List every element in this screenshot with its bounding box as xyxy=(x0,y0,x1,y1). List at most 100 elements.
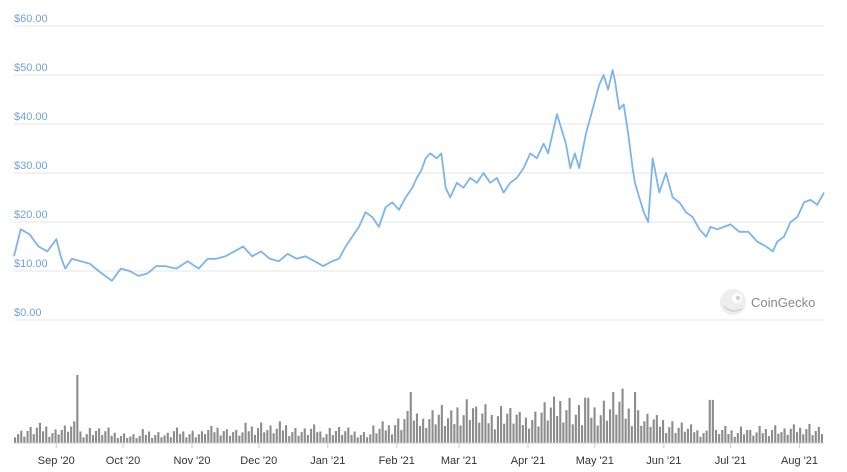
volume-bar[interactable] xyxy=(42,431,45,443)
volume-bar[interactable] xyxy=(715,429,718,443)
volume-bar[interactable] xyxy=(91,435,94,443)
volume-bar[interactable] xyxy=(652,419,655,443)
volume-bar[interactable] xyxy=(462,415,465,443)
volume-bar[interactable] xyxy=(76,375,79,443)
volume-bar[interactable] xyxy=(104,431,107,443)
volume-bar[interactable] xyxy=(375,433,378,443)
volume-bar[interactable] xyxy=(739,426,742,443)
volume-bar[interactable] xyxy=(144,434,147,443)
volume-bar[interactable] xyxy=(412,420,415,443)
volume-bar[interactable] xyxy=(356,437,359,443)
volume-bar[interactable] xyxy=(322,437,325,443)
volume-bar[interactable] xyxy=(263,432,266,443)
volume-bar[interactable] xyxy=(752,435,755,443)
volume-bar[interactable] xyxy=(362,432,365,443)
volume-bar[interactable] xyxy=(771,430,774,443)
volume-bar[interactable] xyxy=(247,431,250,443)
volume-bar[interactable] xyxy=(82,437,85,443)
volume-bar[interactable] xyxy=(690,424,693,443)
volume-bar[interactable] xyxy=(634,392,637,443)
volume-bar[interactable] xyxy=(727,434,730,443)
volume-bar[interactable] xyxy=(425,428,428,443)
volume-bar[interactable] xyxy=(609,409,612,443)
volume-bar[interactable] xyxy=(571,424,574,443)
volume-bar[interactable] xyxy=(680,422,683,443)
volume-bar[interactable] xyxy=(630,426,633,443)
volume-bar[interactable] xyxy=(210,425,213,443)
volume-bar[interactable] xyxy=(419,425,422,443)
volume-bar[interactable] xyxy=(179,434,182,443)
volume-bar[interactable] xyxy=(475,406,478,443)
volume-bar[interactable] xyxy=(496,416,499,443)
volume-bar[interactable] xyxy=(783,428,786,443)
volume-bar[interactable] xyxy=(359,435,362,443)
volume-bar[interactable] xyxy=(197,434,200,443)
volume-bar[interactable] xyxy=(699,436,702,443)
volume-bar[interactable] xyxy=(549,407,552,443)
volume-bar[interactable] xyxy=(132,434,135,443)
volume-bar[interactable] xyxy=(668,427,671,443)
volume-bar[interactable] xyxy=(799,427,802,443)
volume-bar[interactable] xyxy=(521,425,524,443)
volume-bar[interactable] xyxy=(428,419,431,443)
volume-bar[interactable] xyxy=(275,428,278,443)
volume-bar[interactable] xyxy=(655,415,658,443)
volume-bar[interactable] xyxy=(758,425,761,443)
volume-bar[interactable] xyxy=(260,422,263,444)
volume-bar[interactable] xyxy=(568,397,571,443)
volume-bar[interactable] xyxy=(331,435,334,443)
volume-bar[interactable] xyxy=(761,433,764,443)
volume-bar[interactable] xyxy=(618,401,621,443)
volume-bar[interactable] xyxy=(780,432,783,443)
volume-bar[interactable] xyxy=(500,406,503,443)
volume-bar[interactable] xyxy=(472,408,475,443)
volume-bar[interactable] xyxy=(126,438,129,443)
volume-bar[interactable] xyxy=(338,427,341,443)
volume-bar[interactable] xyxy=(369,434,372,443)
volume-bar[interactable] xyxy=(347,427,350,444)
volume-bar[interactable] xyxy=(119,436,122,443)
volume-bar[interactable] xyxy=(724,425,727,443)
volume-bar[interactable] xyxy=(534,411,537,443)
volume-bar[interactable] xyxy=(85,434,88,443)
volume-bar[interactable] xyxy=(808,423,811,443)
volume-bar[interactable] xyxy=(63,425,66,444)
volume-bar[interactable] xyxy=(216,427,219,443)
volume-bar[interactable] xyxy=(269,425,272,444)
volume-bar[interactable] xyxy=(562,422,565,443)
volume-bar[interactable] xyxy=(465,399,468,443)
volume-bar[interactable] xyxy=(730,430,733,443)
price-line-group[interactable] xyxy=(13,69,825,282)
volume-bar[interactable] xyxy=(506,413,509,443)
volume-bar[interactable] xyxy=(543,402,546,443)
volume-bar[interactable] xyxy=(450,410,453,443)
volume-bar[interactable] xyxy=(366,437,369,443)
volume-bar[interactable] xyxy=(743,434,746,443)
volume-bar[interactable] xyxy=(297,435,300,443)
volume-bar[interactable] xyxy=(288,436,291,443)
volume-bar[interactable] xyxy=(272,433,275,443)
volume-bar[interactable] xyxy=(257,428,260,443)
volume-bar[interactable] xyxy=(300,432,303,443)
volume-bar[interactable] xyxy=(503,423,506,443)
volume-bar[interactable] xyxy=(51,433,54,443)
volume-bar[interactable] xyxy=(35,427,38,443)
volume-bar[interactable] xyxy=(584,397,587,443)
volume-bar[interactable] xyxy=(253,434,256,443)
volume-bar[interactable] xyxy=(54,429,57,443)
volume-bar[interactable] xyxy=(185,437,188,443)
volume-bar[interactable] xyxy=(182,431,185,444)
volume-bar[interactable] xyxy=(518,412,521,443)
volume-bar[interactable] xyxy=(490,415,493,443)
volume-bar[interactable] xyxy=(693,432,696,443)
volume-bar[interactable] xyxy=(612,392,615,443)
volume-bar[interactable] xyxy=(437,414,440,443)
volume-bar[interactable] xyxy=(38,422,41,443)
volume-bar[interactable] xyxy=(705,430,708,443)
volume-bar[interactable] xyxy=(135,438,138,443)
volume-bar[interactable] xyxy=(57,434,60,443)
volume-bar[interactable] xyxy=(26,431,29,443)
volume-bar[interactable] xyxy=(559,401,562,443)
volume-bar[interactable] xyxy=(294,428,297,443)
volume-bar[interactable] xyxy=(627,408,630,443)
